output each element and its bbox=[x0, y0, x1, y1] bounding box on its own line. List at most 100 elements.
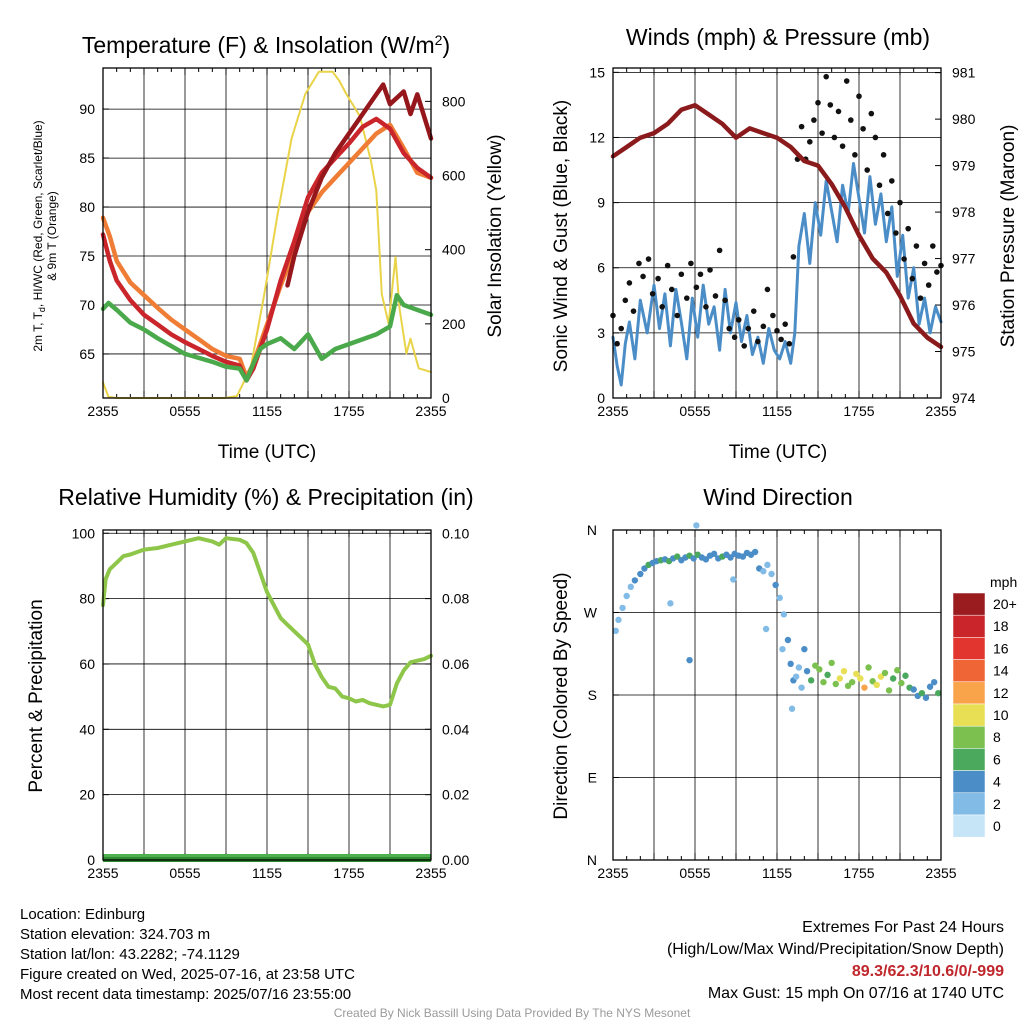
temperature-y-tick-label: 70 bbox=[79, 297, 95, 313]
direction-point bbox=[776, 594, 783, 602]
direction-panel-title: Wind Direction bbox=[703, 484, 853, 510]
direction-point bbox=[926, 683, 934, 690]
gust-point bbox=[745, 325, 752, 332]
direction-point bbox=[877, 673, 885, 680]
gust-point bbox=[811, 117, 817, 123]
temperature-x-tick-label: 2355 bbox=[87, 403, 118, 419]
direction-point bbox=[686, 656, 693, 664]
gust-point bbox=[831, 134, 838, 141]
speed-legend-swatch bbox=[952, 703, 986, 727]
winds-plot-frame bbox=[612, 67, 942, 399]
speed-legend-swatch bbox=[952, 681, 986, 705]
temperature-y2-tick-label: 0 bbox=[442, 390, 450, 406]
direction-point bbox=[730, 576, 737, 583]
gust-point bbox=[856, 93, 862, 100]
gust-point bbox=[925, 282, 932, 288]
direction-y-tick-label: N bbox=[587, 522, 597, 538]
humidity-y-axis-label: Percent & Precipitation bbox=[26, 599, 47, 792]
direction-point bbox=[853, 670, 860, 678]
direction-point bbox=[762, 625, 770, 633]
gust-point bbox=[889, 178, 895, 184]
humidity-y-tick-label: 80 bbox=[79, 591, 95, 607]
speed-legend-swatch bbox=[952, 792, 986, 816]
speed-legend-swatch bbox=[952, 814, 986, 838]
direction-point bbox=[844, 682, 852, 690]
gust-point bbox=[655, 275, 661, 282]
gust-point bbox=[697, 271, 704, 278]
direction-x-tick-label: 0555 bbox=[679, 865, 710, 881]
gust-point bbox=[645, 256, 652, 262]
gust-point bbox=[664, 262, 671, 269]
gust-point bbox=[839, 143, 846, 149]
temperature-x-tick-label: 1155 bbox=[252, 403, 282, 419]
gust-point bbox=[774, 327, 780, 334]
temperature-panel-title: Temperature (F) & Insolation (W/m2) bbox=[82, 32, 450, 58]
winds-y-tick-label: 9 bbox=[597, 195, 605, 211]
winds-y2-tick-label: 974 bbox=[952, 390, 976, 406]
gust-point bbox=[778, 336, 784, 343]
direction-point bbox=[836, 675, 844, 682]
direction-point bbox=[612, 627, 619, 635]
gust-point bbox=[707, 267, 713, 273]
direction-point bbox=[784, 636, 792, 644]
direction-plot-frame bbox=[612, 529, 942, 861]
gust-point bbox=[835, 108, 842, 115]
direction-point bbox=[930, 678, 938, 686]
direction-y-tick-label: N bbox=[587, 852, 597, 868]
credit-line: Created By Nick Bassill Using Data Provi… bbox=[333, 1006, 691, 1020]
max-gust: Max Gust: 15 mph On 07/16 at 1740 UTC bbox=[707, 985, 1004, 1002]
extremes-title: Extremes For Past 24 Hours bbox=[802, 919, 1004, 936]
direction-point bbox=[693, 522, 700, 529]
winds-y-tick-label: 3 bbox=[597, 325, 605, 341]
gust-point bbox=[626, 280, 633, 286]
speed-legend-label: 0 bbox=[993, 818, 1001, 834]
insolation-y-axis-label: Solar Insolation (Yellow) bbox=[485, 134, 506, 337]
direction-point bbox=[889, 675, 897, 682]
temperature-y2-tick-label: 800 bbox=[442, 93, 466, 109]
direction-point bbox=[751, 548, 759, 556]
station-location: Location: Edinburg bbox=[20, 906, 146, 923]
gust-point bbox=[860, 125, 866, 132]
gust-point bbox=[688, 260, 694, 267]
direction-point bbox=[627, 583, 634, 591]
winds-y-tick-label: 0 bbox=[597, 390, 605, 406]
station-latlon: Station lat/lon: 43.2282; -74.1129 bbox=[20, 946, 240, 963]
speed-legend-swatch bbox=[952, 770, 986, 794]
station-info: Location: Edinburg Station elevation: 32… bbox=[20, 905, 355, 1005]
temperature-x-tick-label: 0555 bbox=[169, 403, 200, 419]
extremes-subtitle: (High/Low/Max Wind/Precipitation/Snow De… bbox=[666, 941, 1004, 958]
winds-x-tick-label: 1155 bbox=[762, 403, 792, 419]
winds-y-tick-label: 15 bbox=[589, 64, 605, 80]
temperature-y2-tick-label: 400 bbox=[442, 242, 466, 258]
direction-point bbox=[898, 679, 905, 687]
direction-point bbox=[788, 705, 796, 712]
direction-point bbox=[690, 555, 697, 562]
direction-point bbox=[816, 666, 823, 673]
gust-point bbox=[897, 199, 903, 206]
gust-point bbox=[741, 343, 747, 349]
winds-x-axis-label: Time (UTC) bbox=[729, 442, 828, 463]
gust-point bbox=[868, 110, 875, 117]
temperature-x-axis-label: Time (UTC) bbox=[218, 442, 317, 463]
direction-point bbox=[881, 669, 889, 677]
precipitation-line-highlight bbox=[103, 854, 431, 857]
winds-x-tick-label: 2355 bbox=[597, 403, 628, 419]
humidity-x-tick-label: 1755 bbox=[333, 865, 364, 881]
sonic-wind-line bbox=[611, 162, 943, 387]
gust-point bbox=[712, 293, 719, 299]
winds-x-tick-label: 1755 bbox=[843, 403, 874, 419]
gust-point bbox=[750, 308, 757, 314]
gust-point bbox=[659, 304, 665, 310]
station-elevation: Station elevation: 324.703 m bbox=[20, 926, 211, 943]
winds-panel-title: Winds (mph) & Pressure (mb) bbox=[626, 24, 930, 50]
gust-point bbox=[934, 269, 940, 275]
gust-point bbox=[764, 286, 771, 293]
direction-point bbox=[702, 556, 710, 563]
direction-point bbox=[807, 677, 815, 684]
speed-legend-label: 6 bbox=[993, 751, 1001, 767]
direction-point bbox=[768, 570, 775, 578]
direction-point bbox=[780, 611, 788, 618]
speed-legend-label: 12 bbox=[993, 685, 1009, 701]
gust-point bbox=[770, 312, 776, 319]
